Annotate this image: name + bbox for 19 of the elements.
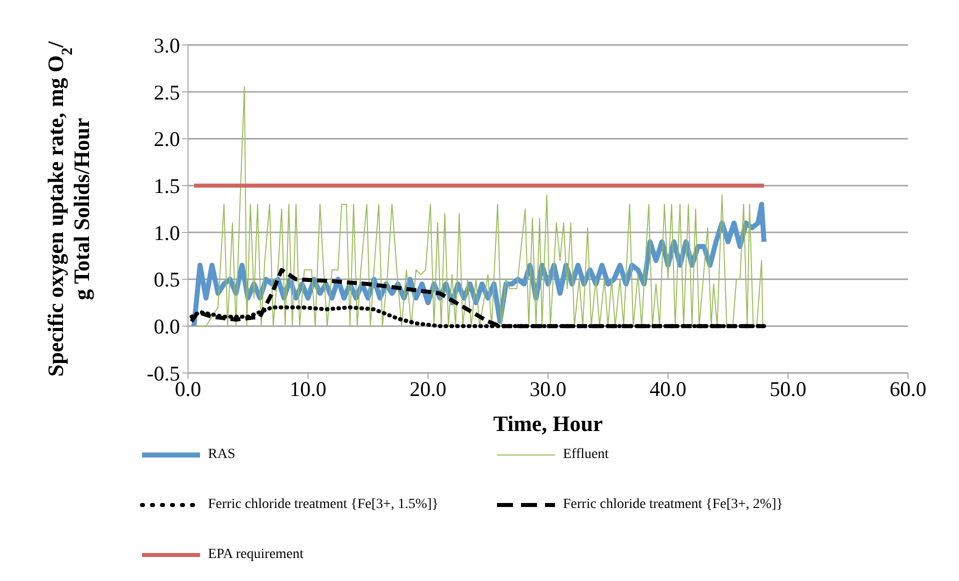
y-tick-label: 3.0 bbox=[154, 33, 180, 58]
y-tick-label: 1.0 bbox=[154, 220, 180, 245]
x-tick-label: 50.0 bbox=[770, 376, 806, 401]
legend-label: Ferric chloride treatment {Fe[3+, 1.5%]} bbox=[208, 497, 438, 513]
x-axis-title: Time, Hour bbox=[493, 411, 604, 436]
x-tick-label: 60.0 bbox=[890, 376, 926, 401]
y-tick-label: 0.0 bbox=[154, 314, 180, 339]
legend-label: RAS bbox=[208, 447, 236, 463]
legend-label: EPA requirement bbox=[208, 547, 304, 563]
legend-label: Effluent bbox=[563, 447, 609, 463]
x-tick-label: 10.0 bbox=[290, 376, 326, 401]
y-tick-label: 0.5 bbox=[154, 268, 180, 292]
x-tick-label: 20.0 bbox=[410, 376, 446, 401]
x-tick-label: 30.0 bbox=[530, 376, 566, 401]
y-tick-label: 1.5 bbox=[154, 174, 180, 198]
legend-label: Ferric chloride treatment {Fe[3+, 2%]} bbox=[563, 497, 783, 513]
y-tick-label: 2.0 bbox=[154, 127, 180, 152]
x-tick-label: 40.0 bbox=[650, 376, 686, 401]
y-tick-label: 2.5 bbox=[154, 80, 180, 104]
